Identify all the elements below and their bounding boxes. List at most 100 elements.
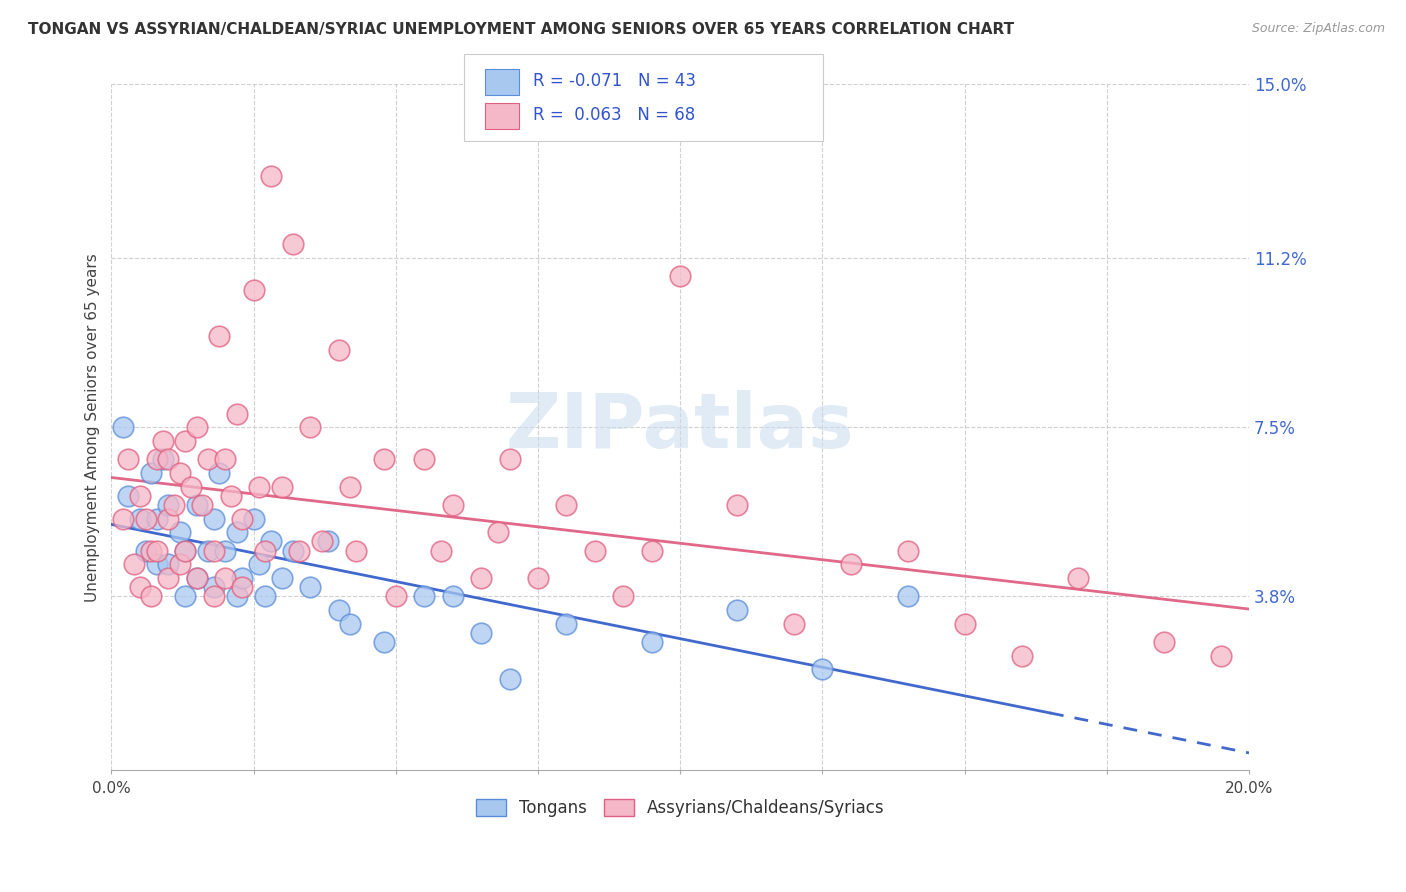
Point (441, 590, 464, 604)
Point (641, 543, 664, 558)
Point (225, 407, 247, 421)
Point (328, 343, 350, 357)
Point (169, 466, 191, 480)
Point (141, 543, 163, 558)
Point (373, 635, 395, 649)
Point (186, 498, 208, 512)
Point (157, 511, 180, 525)
Point (1067, 571, 1090, 585)
Point (271, 571, 294, 585)
Point (328, 603, 350, 617)
Point (197, 543, 219, 558)
Point (219, 489, 242, 503)
Point (174, 434, 197, 448)
Point (470, 626, 492, 640)
Point (231, 571, 253, 585)
Point (225, 590, 247, 604)
Point (725, 498, 748, 512)
Point (344, 543, 367, 558)
Point (271, 480, 294, 494)
Point (527, 571, 550, 585)
Point (247, 480, 270, 494)
Point (180, 480, 202, 494)
Legend: Tongans, Assyrians/Chaldeans/Syriacs: Tongans, Assyrians/Chaldeans/Syriacs (470, 792, 891, 823)
Point (111, 420, 134, 434)
Point (225, 525, 247, 540)
Point (441, 498, 464, 512)
Point (202, 543, 225, 558)
Point (253, 543, 276, 558)
Point (555, 498, 578, 512)
Point (339, 616, 361, 631)
Point (117, 452, 139, 467)
Point (214, 543, 236, 558)
Point (486, 525, 509, 540)
Point (253, 590, 276, 604)
Point (157, 571, 180, 585)
Point (242, 283, 264, 297)
Point (214, 452, 236, 467)
Point (135, 543, 157, 558)
Point (470, 571, 492, 585)
Point (146, 511, 169, 525)
Point (122, 558, 145, 572)
Point (498, 672, 520, 686)
Point (260, 534, 283, 549)
Text: R =  0.063   N = 68: R = 0.063 N = 68 (533, 106, 695, 124)
Point (783, 616, 806, 631)
Text: Source: ZipAtlas.com: Source: ZipAtlas.com (1251, 22, 1385, 36)
Point (231, 580, 253, 594)
Point (669, 269, 692, 284)
Point (174, 590, 197, 604)
Point (242, 511, 264, 525)
Text: TONGAN VS ASSYRIAN/CHALDEAN/SYRIAC UNEMPLOYMENT AMONG SENIORS OVER 65 YEARS CORR: TONGAN VS ASSYRIAN/CHALDEAN/SYRIAC UNEMP… (28, 22, 1014, 37)
Point (174, 543, 197, 558)
Point (247, 558, 270, 572)
Point (897, 590, 920, 604)
Point (612, 590, 634, 604)
Point (373, 452, 395, 467)
Point (555, 616, 578, 631)
Point (128, 511, 150, 525)
Point (169, 525, 191, 540)
Point (146, 543, 169, 558)
Point (311, 534, 333, 549)
Point (174, 543, 197, 558)
Point (897, 543, 920, 558)
Text: ZIPatlas: ZIPatlas (506, 390, 855, 464)
Point (202, 590, 225, 604)
Point (157, 558, 180, 572)
Point (157, 498, 180, 512)
Point (811, 663, 834, 677)
Point (214, 571, 236, 585)
Point (231, 511, 253, 525)
Point (839, 558, 862, 572)
Point (498, 452, 520, 467)
Y-axis label: Unemployment Among Seniors over 65 years: Unemployment Among Seniors over 65 years (86, 252, 100, 601)
Point (299, 580, 322, 594)
Point (413, 452, 436, 467)
Point (202, 580, 225, 594)
Point (1209, 648, 1232, 663)
Point (953, 616, 976, 631)
Point (146, 558, 169, 572)
Point (141, 590, 163, 604)
Point (152, 434, 174, 448)
Point (641, 635, 664, 649)
Point (117, 489, 139, 503)
Point (146, 452, 169, 467)
Point (413, 590, 436, 604)
Point (186, 571, 208, 585)
Point (339, 480, 361, 494)
Point (135, 511, 157, 525)
Point (725, 603, 748, 617)
Point (128, 489, 150, 503)
Point (299, 420, 322, 434)
Point (283, 543, 305, 558)
Point (128, 580, 150, 594)
Point (1011, 648, 1033, 663)
Point (169, 558, 191, 572)
Point (152, 452, 174, 467)
Point (197, 452, 219, 467)
Point (283, 237, 305, 252)
